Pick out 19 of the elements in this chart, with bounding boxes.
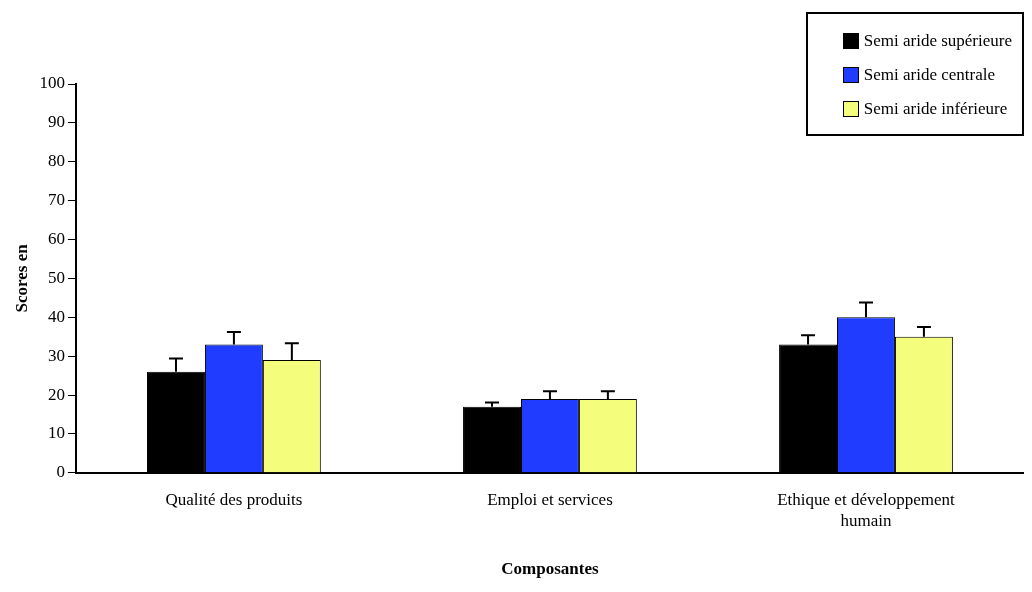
- x-tick-label: Emploi et services: [487, 490, 613, 510]
- y-tick-label: 0: [56, 462, 65, 482]
- y-tick-label: 40: [47, 306, 65, 326]
- legend-label: Semi aride inférieure: [863, 99, 1008, 119]
- x-axis-title: Composantes: [501, 559, 599, 579]
- y-tick-label: 10: [47, 423, 65, 443]
- legend-label: Semi aride supérieure: [863, 31, 1012, 51]
- legend-label: Semi aride centrale: [863, 65, 995, 85]
- y-tick-label: 30: [47, 345, 65, 365]
- y-tick-label: 70: [47, 190, 65, 210]
- y-tick-label: 50: [47, 267, 65, 287]
- y-tick-label: 20: [47, 384, 65, 404]
- y-tick-label: 100: [39, 73, 65, 93]
- y-tick-label: 90: [47, 112, 65, 132]
- y-axis-title: Scores en: [11, 243, 31, 313]
- y-tick-label: 80: [47, 151, 65, 171]
- x-tick-label: Qualité des produits: [165, 490, 303, 510]
- x-tick-label: Ethique et développement humain: [777, 490, 956, 530]
- y-tick-label: 60: [47, 228, 65, 248]
